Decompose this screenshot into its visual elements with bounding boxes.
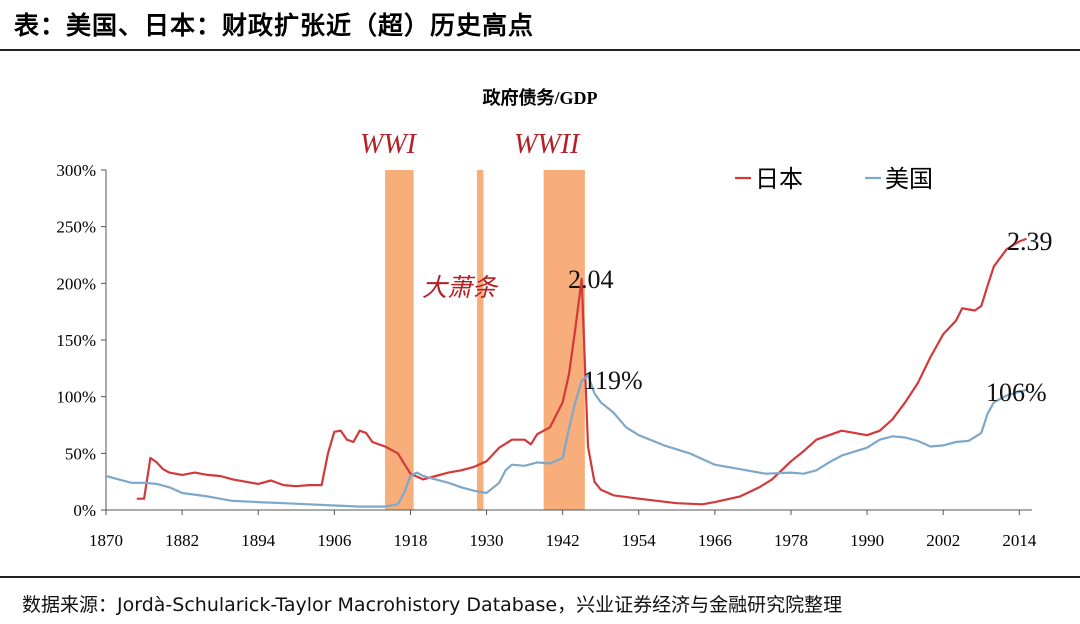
x-tick-label: 1942 [546, 531, 580, 550]
event-band-wwii [543, 170, 585, 510]
footer-divider [0, 576, 1080, 578]
chart-series [104, 238, 1027, 508]
annotation-great-depression: 大萧条 [422, 273, 499, 302]
japan-debt-line [136, 238, 1027, 506]
y-tick-label: 0% [73, 501, 96, 520]
annotation-japan-current: 2.39 [1007, 227, 1053, 256]
event-bands [385, 170, 585, 510]
annotation-wwii: WWII [514, 129, 581, 160]
x-tick-label: 2014 [1002, 531, 1037, 550]
chart-labels: 政府债务/GDP 日本 美国 WWI WWII 大萧条 2.04 119% 2.39 106% [360, 87, 1053, 407]
x-tick-label: 1954 [622, 531, 657, 550]
event-band-wwi [385, 170, 414, 510]
chart-title: 政府债务/GDP [483, 87, 598, 108]
x-tick-label: 1918 [393, 531, 427, 550]
x-tick-label: 1966 [698, 531, 732, 550]
data-source-note: 数据来源：Jordà-Schularick-Taylor Macrohistor… [22, 594, 843, 616]
usa-debt-line [104, 374, 1027, 508]
y-tick-label: 100% [56, 388, 96, 407]
x-tick-label: 1930 [470, 531, 504, 550]
y-tick-label: 250% [56, 218, 96, 237]
x-tick-label: 1894 [241, 531, 276, 550]
x-tick-label: 1882 [165, 531, 199, 550]
y-tick-label: 300% [56, 161, 96, 180]
chart-axes: 0% 50% 100% 150% 200% 250% 300% 1870 1882 1894 190… [56, 161, 1036, 550]
x-tick-label: 1906 [317, 531, 351, 550]
header-divider [0, 49, 1080, 51]
annotation-usa-current: 106% [986, 378, 1047, 407]
x-tick-label: 1870 [89, 531, 123, 550]
x-tick-label: 1990 [850, 531, 884, 550]
x-tick-label: 1978 [774, 531, 808, 550]
legend-japan-label: 日本 [755, 165, 803, 193]
annotation-japan-wwii-peak: 2.04 [568, 265, 614, 294]
y-tick-label: 200% [56, 274, 96, 293]
page-title: 表：美国、日本：财政扩张近（超）历史高点 [14, 11, 535, 40]
y-tick-label: 50% [65, 444, 96, 463]
y-tick-label: 150% [56, 331, 96, 350]
legend-usa-label: 美国 [885, 165, 933, 193]
annotation-wwi: WWI [360, 129, 418, 160]
annotation-usa-wwii-peak: 119% [583, 366, 643, 395]
x-tick-label: 2002 [926, 531, 960, 550]
event-band-great-depression [477, 170, 484, 510]
